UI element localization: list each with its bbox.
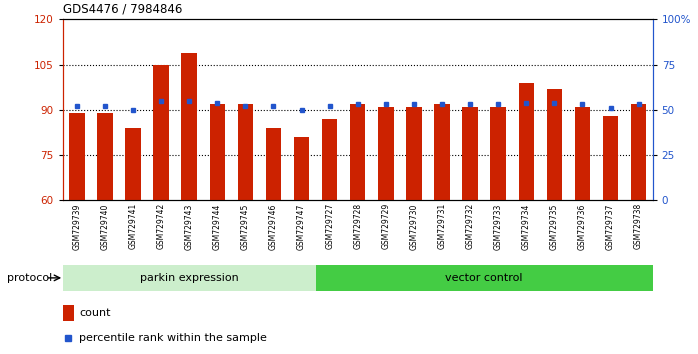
Bar [64,304,74,321]
Text: parkin expression: parkin expression [140,273,239,283]
Bar [462,107,478,200]
Bar [547,88,562,200]
Bar [237,104,253,200]
Text: GSM729733: GSM729733 [493,203,503,250]
Text: GSM729729: GSM729729 [381,203,390,250]
Text: GSM729737: GSM729737 [606,203,615,250]
FancyBboxPatch shape [63,265,315,291]
Bar [126,128,141,200]
Text: GSM729741: GSM729741 [128,203,138,250]
Text: GSM729731: GSM729731 [438,203,447,250]
Text: GSM729735: GSM729735 [550,203,559,250]
Bar [209,104,225,200]
Text: protocol: protocol [7,273,52,283]
Text: GSM729747: GSM729747 [297,203,306,250]
Text: GSM729727: GSM729727 [325,203,334,250]
Bar [631,104,646,200]
Bar [350,104,366,200]
Bar [519,82,534,200]
Text: GSM729736: GSM729736 [578,203,587,250]
Bar [69,113,84,200]
Text: GSM729730: GSM729730 [410,203,418,250]
Text: vector control: vector control [445,273,523,283]
FancyBboxPatch shape [315,265,653,291]
Text: percentile rank within the sample: percentile rank within the sample [80,332,267,343]
Bar [181,52,197,200]
Bar [378,107,394,200]
Text: count: count [80,308,111,318]
Text: GSM729746: GSM729746 [269,203,278,250]
Text: GSM729743: GSM729743 [185,203,194,250]
Text: GSM729740: GSM729740 [101,203,110,250]
Bar [574,107,590,200]
Bar [406,107,422,200]
Text: GSM729728: GSM729728 [353,203,362,249]
Bar [266,128,281,200]
Text: GSM729742: GSM729742 [156,203,165,250]
Text: GSM729745: GSM729745 [241,203,250,250]
Bar [322,119,337,200]
Text: GSM729744: GSM729744 [213,203,222,250]
Text: GSM729739: GSM729739 [73,203,82,250]
Bar [603,116,618,200]
Text: GSM729732: GSM729732 [466,203,475,250]
Bar [154,64,169,200]
Text: GSM729734: GSM729734 [521,203,530,250]
Bar [434,104,450,200]
Bar [491,107,506,200]
Bar [97,113,112,200]
Bar [294,137,309,200]
Text: GSM729738: GSM729738 [634,203,643,250]
Text: GDS4476 / 7984846: GDS4476 / 7984846 [63,3,182,16]
